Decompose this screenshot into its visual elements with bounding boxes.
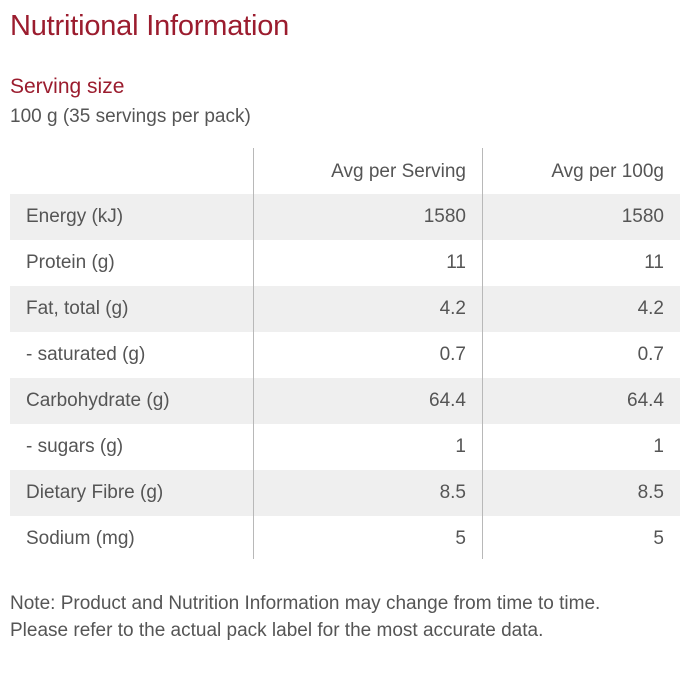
serving-size-heading: Serving size — [10, 75, 125, 98]
table-row: - sugars (g) 1 1 — [10, 424, 680, 470]
value-per-100g: 0.7 — [637, 344, 664, 365]
serving-size-value: 100 g (35 servings per pack) — [10, 106, 251, 127]
table-header-row: Avg per Serving Avg per 100g — [10, 148, 680, 194]
value-per-serving: 5 — [455, 528, 466, 549]
table-row: Dietary Fibre (g) 8.5 8.5 — [10, 470, 680, 516]
nutrient-label: Carbohydrate (g) — [26, 390, 170, 411]
table-row: Sodium (mg) 5 5 — [10, 516, 680, 562]
value-per-100g: 11 — [644, 252, 664, 273]
column-divider — [482, 148, 483, 559]
nutrient-label: - saturated (g) — [26, 344, 146, 365]
table-row: Carbohydrate (g) 64.4 64.4 — [10, 378, 680, 424]
value-per-serving: 8.5 — [439, 482, 466, 503]
table-row: - saturated (g) 0.7 0.7 — [10, 332, 680, 378]
table-row: Fat, total (g) 4.2 4.2 — [10, 286, 680, 332]
table-row: Energy (kJ) 1580 1580 — [10, 194, 680, 240]
value-per-serving: 0.7 — [439, 344, 466, 365]
table-row: Protein (g) 11 11 — [10, 240, 680, 286]
nutrient-label: Fat, total (g) — [26, 298, 129, 319]
value-per-100g: 5 — [653, 528, 664, 549]
nutrient-label: Energy (kJ) — [26, 206, 124, 227]
value-per-100g: 4.2 — [637, 298, 664, 319]
nutrient-label: Dietary Fibre (g) — [26, 482, 164, 503]
value-per-serving: 11 — [446, 252, 466, 273]
value-per-100g: 64.4 — [627, 390, 664, 411]
value-per-100g: 8.5 — [637, 482, 664, 503]
value-per-serving: 4.2 — [439, 298, 466, 319]
column-header-per-serving: Avg per Serving — [331, 161, 466, 182]
value-per-100g: 1 — [653, 436, 664, 457]
value-per-serving: 64.4 — [429, 390, 466, 411]
page-title: Nutritional Information — [10, 10, 290, 42]
column-divider — [253, 148, 254, 559]
nutrient-label: Protein (g) — [26, 252, 115, 273]
value-per-serving: 1580 — [423, 206, 466, 227]
value-per-100g: 1580 — [621, 206, 664, 227]
nutrition-table: Avg per Serving Avg per 100g Energy (kJ)… — [10, 148, 680, 562]
disclaimer-note: Note: Product and Nutrition Information … — [10, 593, 601, 641]
column-header-per-100g: Avg per 100g — [551, 161, 664, 182]
nutrient-label: Sodium (mg) — [26, 528, 135, 549]
value-per-serving: 1 — [455, 436, 466, 457]
nutrient-label: - sugars (g) — [26, 436, 124, 457]
